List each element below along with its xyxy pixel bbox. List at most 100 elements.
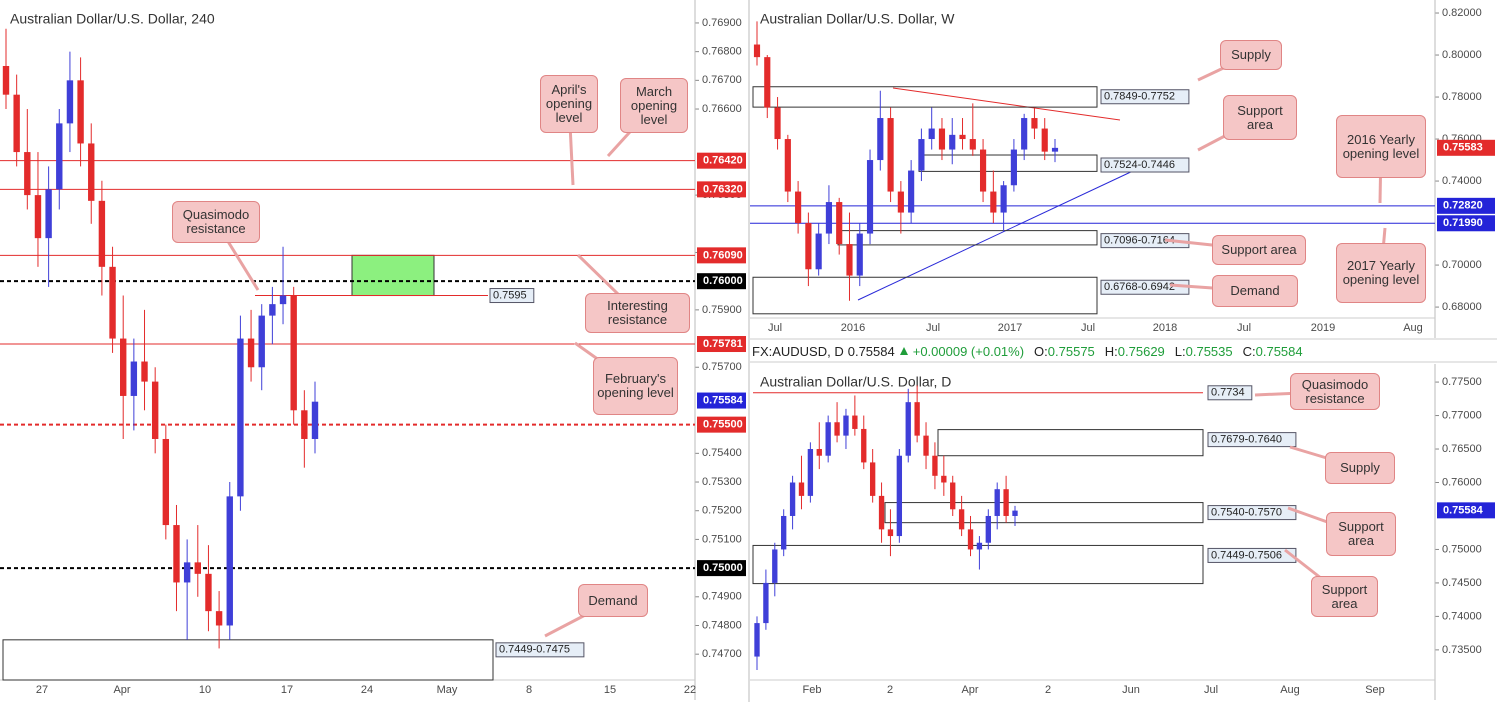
candle-body (969, 139, 976, 150)
candle-body (1012, 510, 1018, 516)
candle-body (908, 170, 915, 213)
candle-body (120, 338, 127, 396)
zone (937, 429, 1204, 457)
ohlc-field: L:0.75535 (1175, 344, 1233, 359)
candle-body (237, 338, 244, 497)
x-tick-label: 27 (36, 684, 48, 696)
candle-body (772, 549, 778, 583)
candle-body (815, 233, 822, 270)
callout: Support area (1212, 235, 1306, 265)
price-badge (697, 247, 746, 264)
candle-body (290, 295, 297, 411)
y-tick-label: 0.74900 (702, 591, 742, 603)
ohlc-field: H:0.75629 (1105, 344, 1165, 359)
candle-body (789, 482, 796, 516)
candle-body (130, 361, 138, 396)
marker-label-box (489, 288, 535, 304)
candle-body (141, 361, 148, 382)
x-tick-label: 10 (199, 684, 211, 696)
price-badge (697, 560, 746, 577)
candle-body (897, 191, 904, 213)
price-badge-label: 0.75583 (1443, 142, 1483, 154)
y-tick-label: 0.76800 (702, 46, 742, 58)
callout: February's opening level (593, 357, 678, 415)
y-tick-label: 0.74000 (1442, 175, 1482, 187)
candle-body (941, 475, 947, 483)
candle-body (976, 542, 983, 550)
candle-body (914, 402, 920, 436)
candle-body (949, 134, 956, 150)
y-tick-label: 0.75100 (702, 533, 742, 545)
zone-label-box (1100, 157, 1190, 173)
y-tick-label: 0.74800 (702, 619, 742, 631)
candle-body (843, 415, 849, 436)
y-tick-label: 0.75900 (702, 304, 742, 316)
candle-body (753, 44, 761, 58)
y-tick-label: 0.76600 (702, 103, 742, 115)
callout: Supply (1325, 452, 1395, 484)
x-tick-label: Jul (926, 322, 940, 334)
candle-body (98, 200, 106, 267)
candle-body (905, 402, 911, 456)
y-tick-label: 0.77500 (1442, 376, 1482, 388)
zone (884, 502, 1204, 524)
x-tick-label: 17 (281, 684, 293, 696)
zone-label-box (1207, 547, 1297, 563)
candle-body (205, 573, 212, 612)
x-tick-label: Sep (1365, 684, 1385, 696)
candle-body (825, 202, 833, 234)
y-tick-label: 0.75000 (1442, 543, 1482, 555)
candle-body (967, 529, 974, 550)
y-tick-label: 0.74000 (1442, 610, 1482, 622)
candle-body (88, 143, 95, 201)
callout: Quasimodo resistance (172, 201, 260, 243)
y-tick-label: 0.76000 (1442, 476, 1482, 488)
y-tick-label: 0.76900 (702, 17, 742, 29)
price-badge (697, 273, 746, 290)
up-arrow (899, 347, 908, 355)
candle-body (1010, 149, 1017, 186)
candle-body (258, 315, 265, 368)
zone (2, 639, 494, 681)
ohlc-label: O: (1034, 343, 1048, 359)
price-badge-label: 0.75781 (703, 338, 743, 350)
price-badge (1437, 197, 1495, 214)
ohlc-value: 0.75629 (1117, 343, 1165, 359)
marker-label-box (1207, 385, 1253, 401)
price-badge-label: 0.75584 (1443, 504, 1484, 516)
y-tick-label: 0.75200 (702, 505, 742, 517)
trend-line (857, 169, 1136, 301)
y-tick-label: 0.75300 (702, 476, 742, 488)
symbol: FX:AUDUSD, D (752, 343, 844, 359)
zone-label: 0.7849-0.7752 (1104, 91, 1175, 103)
info-bar: FX:AUDUSD, D 0.75584 +0.00009 (+0.01%) O… (752, 341, 1303, 361)
x-tick-label: Jul (768, 322, 782, 334)
candle-body (846, 244, 853, 276)
zone-label: 0.7449-0.7475 (499, 644, 570, 656)
x-tick-label: Feb (803, 684, 822, 696)
zone (752, 276, 1098, 315)
price-badge-label: 0.76000 (703, 275, 743, 287)
price-badge (697, 336, 746, 353)
candle-body (852, 415, 858, 429)
callout: 2016 Yearly opening level (1336, 115, 1426, 178)
zone (752, 86, 1098, 108)
callout: Quasimodo resistance (1290, 373, 1380, 410)
x-tick-label: May (437, 684, 458, 696)
callout: April's opening level (540, 75, 598, 133)
candle-body (1041, 128, 1048, 152)
ohlc-value: 0.75575 (1047, 343, 1095, 359)
x-tick-label: 15 (604, 684, 616, 696)
price-badge-label: 0.76090 (703, 249, 743, 261)
candle-body (834, 422, 840, 436)
callout: March opening level (620, 78, 688, 133)
x-tick-label: 2016 (841, 322, 865, 334)
y-tick-label: 0.76500 (1442, 443, 1482, 455)
x-tick-label: Aug (1280, 684, 1300, 696)
candle-body (816, 449, 822, 456)
ohlc-value: 0.75535 (1185, 343, 1233, 359)
candle-body (56, 123, 63, 190)
candle-body (1051, 147, 1059, 152)
marker-label: 0.7734 (1211, 387, 1245, 399)
